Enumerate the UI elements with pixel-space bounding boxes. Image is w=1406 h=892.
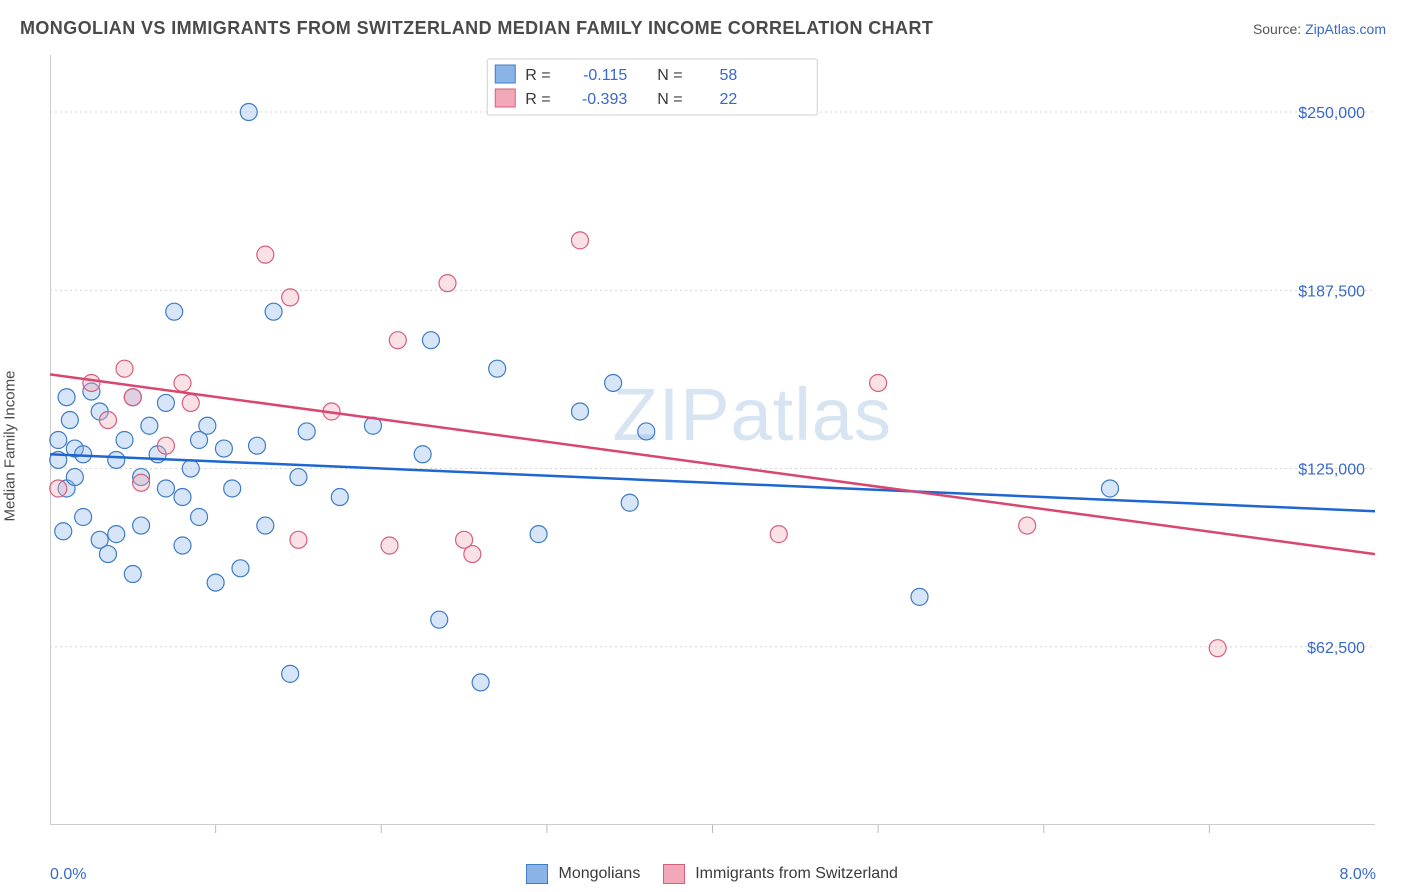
source-prefix: Source: xyxy=(1253,21,1305,37)
scatter-point-swiss xyxy=(1209,640,1226,657)
chart-title: MONGOLIAN VS IMMIGRANTS FROM SWITZERLAND… xyxy=(20,18,933,39)
scatter-point-mongolians xyxy=(232,560,249,577)
scatter-point-mongolians xyxy=(1102,480,1119,497)
scatter-point-mongolians xyxy=(133,517,150,534)
legend-top-swatch-swiss xyxy=(495,89,515,107)
scatter-point-swiss xyxy=(257,246,274,263)
legend-R-label: R = xyxy=(525,67,550,84)
scatter-point-mongolians xyxy=(249,437,266,454)
scatter-point-swiss xyxy=(124,389,141,406)
legend-swatch-swiss xyxy=(663,864,685,884)
watermark-text: ZIPatlas xyxy=(613,373,892,456)
scatter-point-mongolians xyxy=(58,389,75,406)
scatter-point-mongolians xyxy=(265,303,282,320)
trendline-mongolians xyxy=(50,454,1375,511)
scatter-point-mongolians xyxy=(621,494,638,511)
scatter-point-mongolians xyxy=(489,360,506,377)
scatter-point-swiss xyxy=(133,474,150,491)
legend-swatch-mongolians xyxy=(526,864,548,884)
scatter-point-mongolians xyxy=(116,432,133,449)
scatter-point-swiss xyxy=(182,394,199,411)
scatter-point-swiss xyxy=(157,437,174,454)
scatter-point-swiss xyxy=(439,275,456,292)
y-tick-label: $250,000 xyxy=(1298,105,1365,122)
plot-area: $62,500 $125,000 $187,500 $250,000 ZIPatlas R… xyxy=(50,55,1375,825)
source-link[interactable]: ZipAtlas.com xyxy=(1305,21,1386,37)
scatter-point-swiss xyxy=(282,289,299,306)
y-tick-label: $187,500 xyxy=(1298,283,1365,300)
scatter-point-mongolians xyxy=(157,480,174,497)
scatter-point-swiss xyxy=(83,374,100,391)
scatter-point-mongolians xyxy=(108,526,125,543)
scatter-point-mongolians xyxy=(572,403,589,420)
scatter-point-swiss xyxy=(870,374,887,391)
scatter-point-mongolians xyxy=(215,440,232,457)
scatter-point-mongolians xyxy=(638,423,655,440)
scatter-point-mongolians xyxy=(207,574,224,591)
legend-R-label: R = xyxy=(525,91,550,108)
scatter-point-mongolians xyxy=(257,517,274,534)
y-axis-label: Median Family Income xyxy=(2,371,19,522)
scatter-point-mongolians xyxy=(605,374,622,391)
scatter-point-swiss xyxy=(50,480,67,497)
legend-N-value-mongolians: 58 xyxy=(719,67,737,84)
scatter-point-swiss xyxy=(290,531,307,548)
y-tick-label: $125,000 xyxy=(1298,462,1365,479)
scatter-point-mongolians xyxy=(166,303,183,320)
scatter-point-mongolians xyxy=(431,611,448,628)
scatter-point-mongolians xyxy=(141,417,158,434)
scatter-point-mongolians xyxy=(174,537,191,554)
chart-svg: $62,500 $125,000 $187,500 $250,000 ZIPatlas R… xyxy=(50,55,1375,825)
source-label: Source: ZipAtlas.com xyxy=(1253,21,1386,37)
scatter-point-mongolians xyxy=(99,546,116,563)
scatter-point-mongolians xyxy=(472,674,489,691)
legend-N-value-swiss: 22 xyxy=(719,91,737,108)
scatter-point-mongolians xyxy=(911,588,928,605)
bottom-legend: Mongolians Immigrants from Switzerland xyxy=(0,864,1406,884)
scatter-point-mongolians xyxy=(530,526,547,543)
scatter-point-mongolians xyxy=(124,566,141,583)
y-tick-label: $62,500 xyxy=(1307,640,1365,657)
scatter-point-swiss xyxy=(99,412,116,429)
scatter-point-mongolians xyxy=(50,432,67,449)
scatter-point-mongolians xyxy=(298,423,315,440)
legend-R-value-mongolians: -0.115 xyxy=(583,67,627,84)
scatter-point-swiss xyxy=(381,537,398,554)
legend-top-swatch-mongolians xyxy=(495,65,515,83)
scatter-point-swiss xyxy=(116,360,133,377)
scatter-point-mongolians xyxy=(182,460,199,477)
legend-label-swiss: Immigrants from Switzerland xyxy=(695,865,898,882)
scatter-point-mongolians xyxy=(157,394,174,411)
scatter-point-swiss xyxy=(572,232,589,249)
scatter-point-swiss xyxy=(174,374,191,391)
scatter-point-mongolians xyxy=(240,104,257,121)
scatter-point-mongolians xyxy=(224,480,241,497)
scatter-point-mongolians xyxy=(414,446,431,463)
scatter-point-mongolians xyxy=(191,509,208,526)
scatter-point-mongolians xyxy=(108,451,125,468)
scatter-point-swiss xyxy=(464,546,481,563)
legend-label-mongolians: Mongolians xyxy=(559,865,641,882)
scatter-point-mongolians xyxy=(55,523,72,540)
scatter-point-swiss xyxy=(389,332,406,349)
scatter-point-mongolians xyxy=(61,412,78,429)
legend-R-value-swiss: -0.393 xyxy=(582,91,627,108)
legend-N-label: N = xyxy=(657,67,682,84)
legend-N-label: N = xyxy=(657,91,682,108)
scatter-point-swiss xyxy=(1019,517,1036,534)
scatter-point-swiss xyxy=(770,526,787,543)
scatter-point-mongolians xyxy=(422,332,439,349)
scatter-point-mongolians xyxy=(199,417,216,434)
scatter-point-mongolians xyxy=(282,665,299,682)
scatter-point-mongolians xyxy=(66,469,83,486)
scatter-point-mongolians xyxy=(331,489,348,506)
scatter-point-mongolians xyxy=(174,489,191,506)
scatter-point-mongolians xyxy=(290,469,307,486)
header-bar: MONGOLIAN VS IMMIGRANTS FROM SWITZERLAND… xyxy=(20,18,1386,39)
scatter-point-mongolians xyxy=(75,509,92,526)
